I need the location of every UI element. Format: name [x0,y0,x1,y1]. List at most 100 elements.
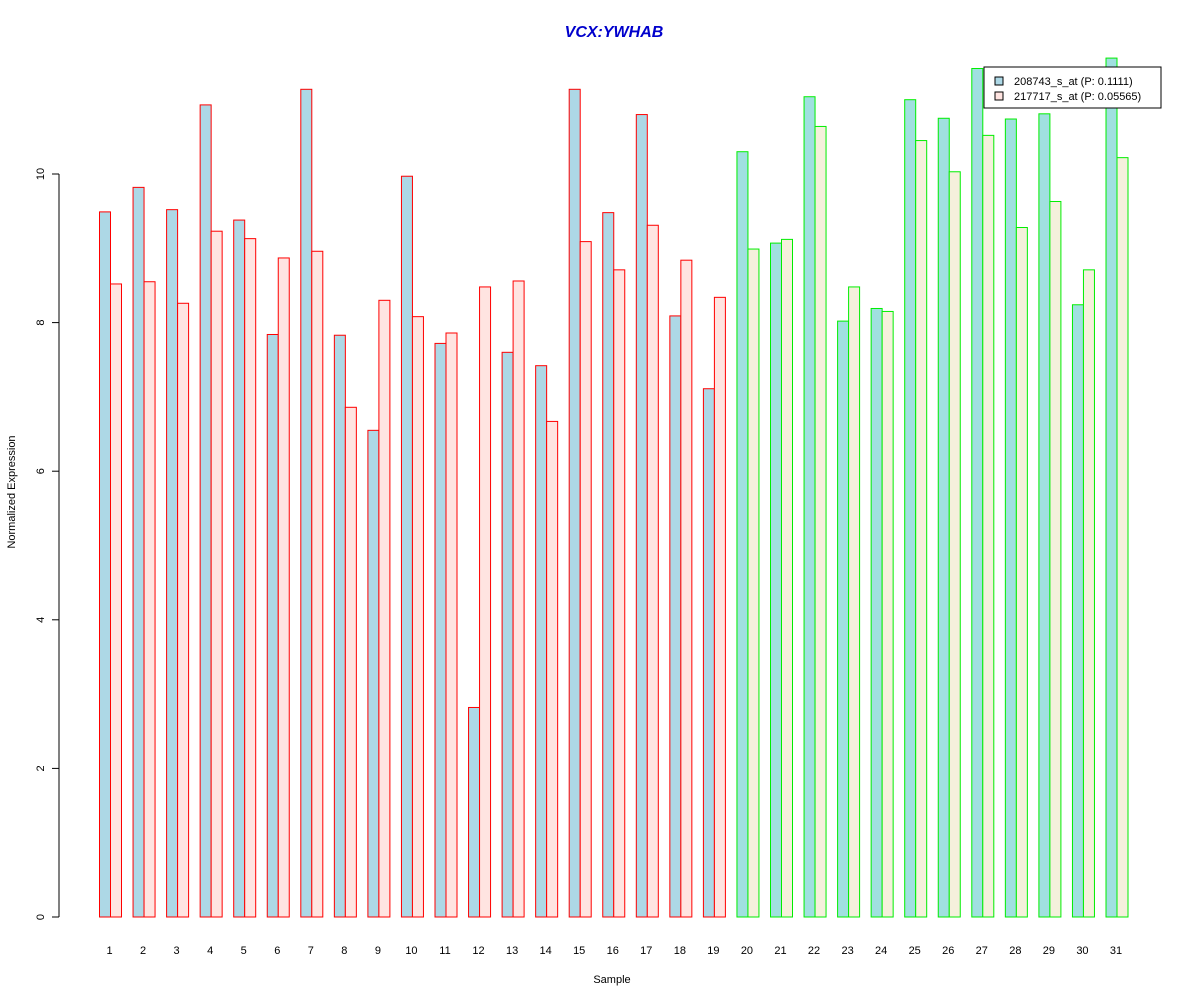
x-tick-label: 9 [375,945,381,957]
x-tick-labels: 1 2 3 4 5 6 7 8 9 10 11 12 13 14 15 16 17 18 19 20 21 22 23 24 2… [106,945,1122,957]
bar-series-2 [982,134,995,918]
x-tick-label: 22 [808,945,820,957]
x-tick-label: 21 [774,945,786,957]
bar-series-2 [344,406,357,918]
x-tick-label: 29 [1043,945,1055,957]
y-tick-label: 10 [35,168,47,180]
bar-series-1 [870,307,883,918]
x-axis-label: Sample [593,974,630,986]
bar-series-2 [579,241,592,918]
bar-series-1 [99,211,111,918]
legend-swatch-series-1 [994,76,1004,86]
y-tick-label: 4 [35,617,47,623]
legend-label-series-1: 208743_s_at (P: 0.1111) [1014,76,1133,88]
bar-series-1 [803,96,816,918]
bar-series-2 [378,299,391,918]
y-tick-label: 6 [35,468,47,474]
bar-series-2 [848,286,861,918]
bar-series-1 [837,320,850,918]
bar-series-2 [1082,269,1095,918]
x-tick-label: 14 [540,945,552,957]
bar-series-2 [143,281,156,918]
bar-series-2 [781,238,793,918]
y-axis-label: Normalized Expression [6,435,18,548]
bar-series-2 [177,302,190,918]
bar-series-1 [166,209,179,918]
x-tick-label: 27 [976,945,988,957]
y-tick-label: 0 [35,914,47,920]
x-tick-label: 1 [106,945,112,957]
bar-series-1 [199,104,212,918]
bar-series-1 [400,175,413,918]
legend: 208743_s_at (P: 0.1111) 217717_s_at (P: … [983,66,1162,109]
bar-series-1 [501,351,514,918]
bar-series-1 [1004,118,1017,918]
bar-series-1 [937,117,950,918]
bar-series-1 [736,151,749,918]
bar-series-2 [479,286,492,918]
y-axis: 0 2 4 6 8 10 [35,168,60,920]
x-tick-label: 28 [1009,945,1021,957]
bar-series-2 [546,420,559,918]
bar-series-2 [747,248,760,918]
bar-series-2 [1015,226,1028,918]
x-tick-label: 15 [573,945,585,957]
bar-series-1 [568,88,581,918]
bar-series-2 [210,230,223,918]
chart-title: VCX:YWHAB [565,24,664,41]
bar-series-1 [233,219,246,918]
x-tick-label: 24 [875,945,887,957]
bar-series-1 [669,315,682,918]
bar-series-2 [411,316,424,918]
x-tick-label: 25 [909,945,921,957]
x-tick-label: 20 [741,945,753,957]
bar-series-2 [1049,200,1062,918]
x-tick-label: 17 [640,945,652,957]
bar-series-1 [367,429,380,918]
bar-series-2 [110,283,122,918]
bar-series-2 [646,224,659,918]
bar-series-2 [814,125,827,918]
bar-series-1 [434,342,447,918]
x-tick-label: 10 [405,945,417,957]
bar-series-1 [635,114,648,918]
bar-series-2 [881,310,894,918]
x-tick-label: 19 [707,945,719,957]
x-tick-label: 3 [174,945,180,957]
bar-series-2 [311,250,324,918]
bar-series-2 [512,280,525,918]
x-tick-label: 4 [207,945,213,957]
bar-series-1 [535,365,548,918]
legend-label-series-2: 217717_s_at (P: 0.05565) [1014,91,1141,103]
bars-group [99,57,1129,918]
bar-series-2 [680,259,693,918]
x-tick-label: 7 [308,945,314,957]
x-tick-label: 18 [674,945,686,957]
x-tick-label: 2 [140,945,146,957]
x-tick-label: 8 [341,945,347,957]
y-tick-label: 8 [35,320,47,326]
legend-swatch-series-2 [994,91,1004,101]
bar-series-2 [445,332,458,918]
bar-series-2 [713,296,726,918]
x-tick-label: 26 [942,945,954,957]
x-tick-label: 23 [841,945,853,957]
bar-series-1 [468,706,481,918]
bar-series-1 [132,186,145,918]
x-tick-label: 30 [1076,945,1088,957]
bar-series-1 [1038,113,1051,918]
bar-series-1 [300,88,313,918]
x-tick-label: 16 [607,945,619,957]
bar-series-1 [904,99,917,918]
bar-series-1 [1105,57,1118,918]
x-tick-label: 11 [439,945,450,957]
bar-series-1 [971,67,984,918]
bar-series-1 [1071,304,1084,918]
legend-box [983,66,1162,109]
bar-series-1 [702,388,715,918]
y-tick-label: 2 [35,765,47,771]
bar-series-1 [602,212,615,918]
bar-series-2 [244,238,257,918]
x-tick-label: 6 [274,945,280,957]
